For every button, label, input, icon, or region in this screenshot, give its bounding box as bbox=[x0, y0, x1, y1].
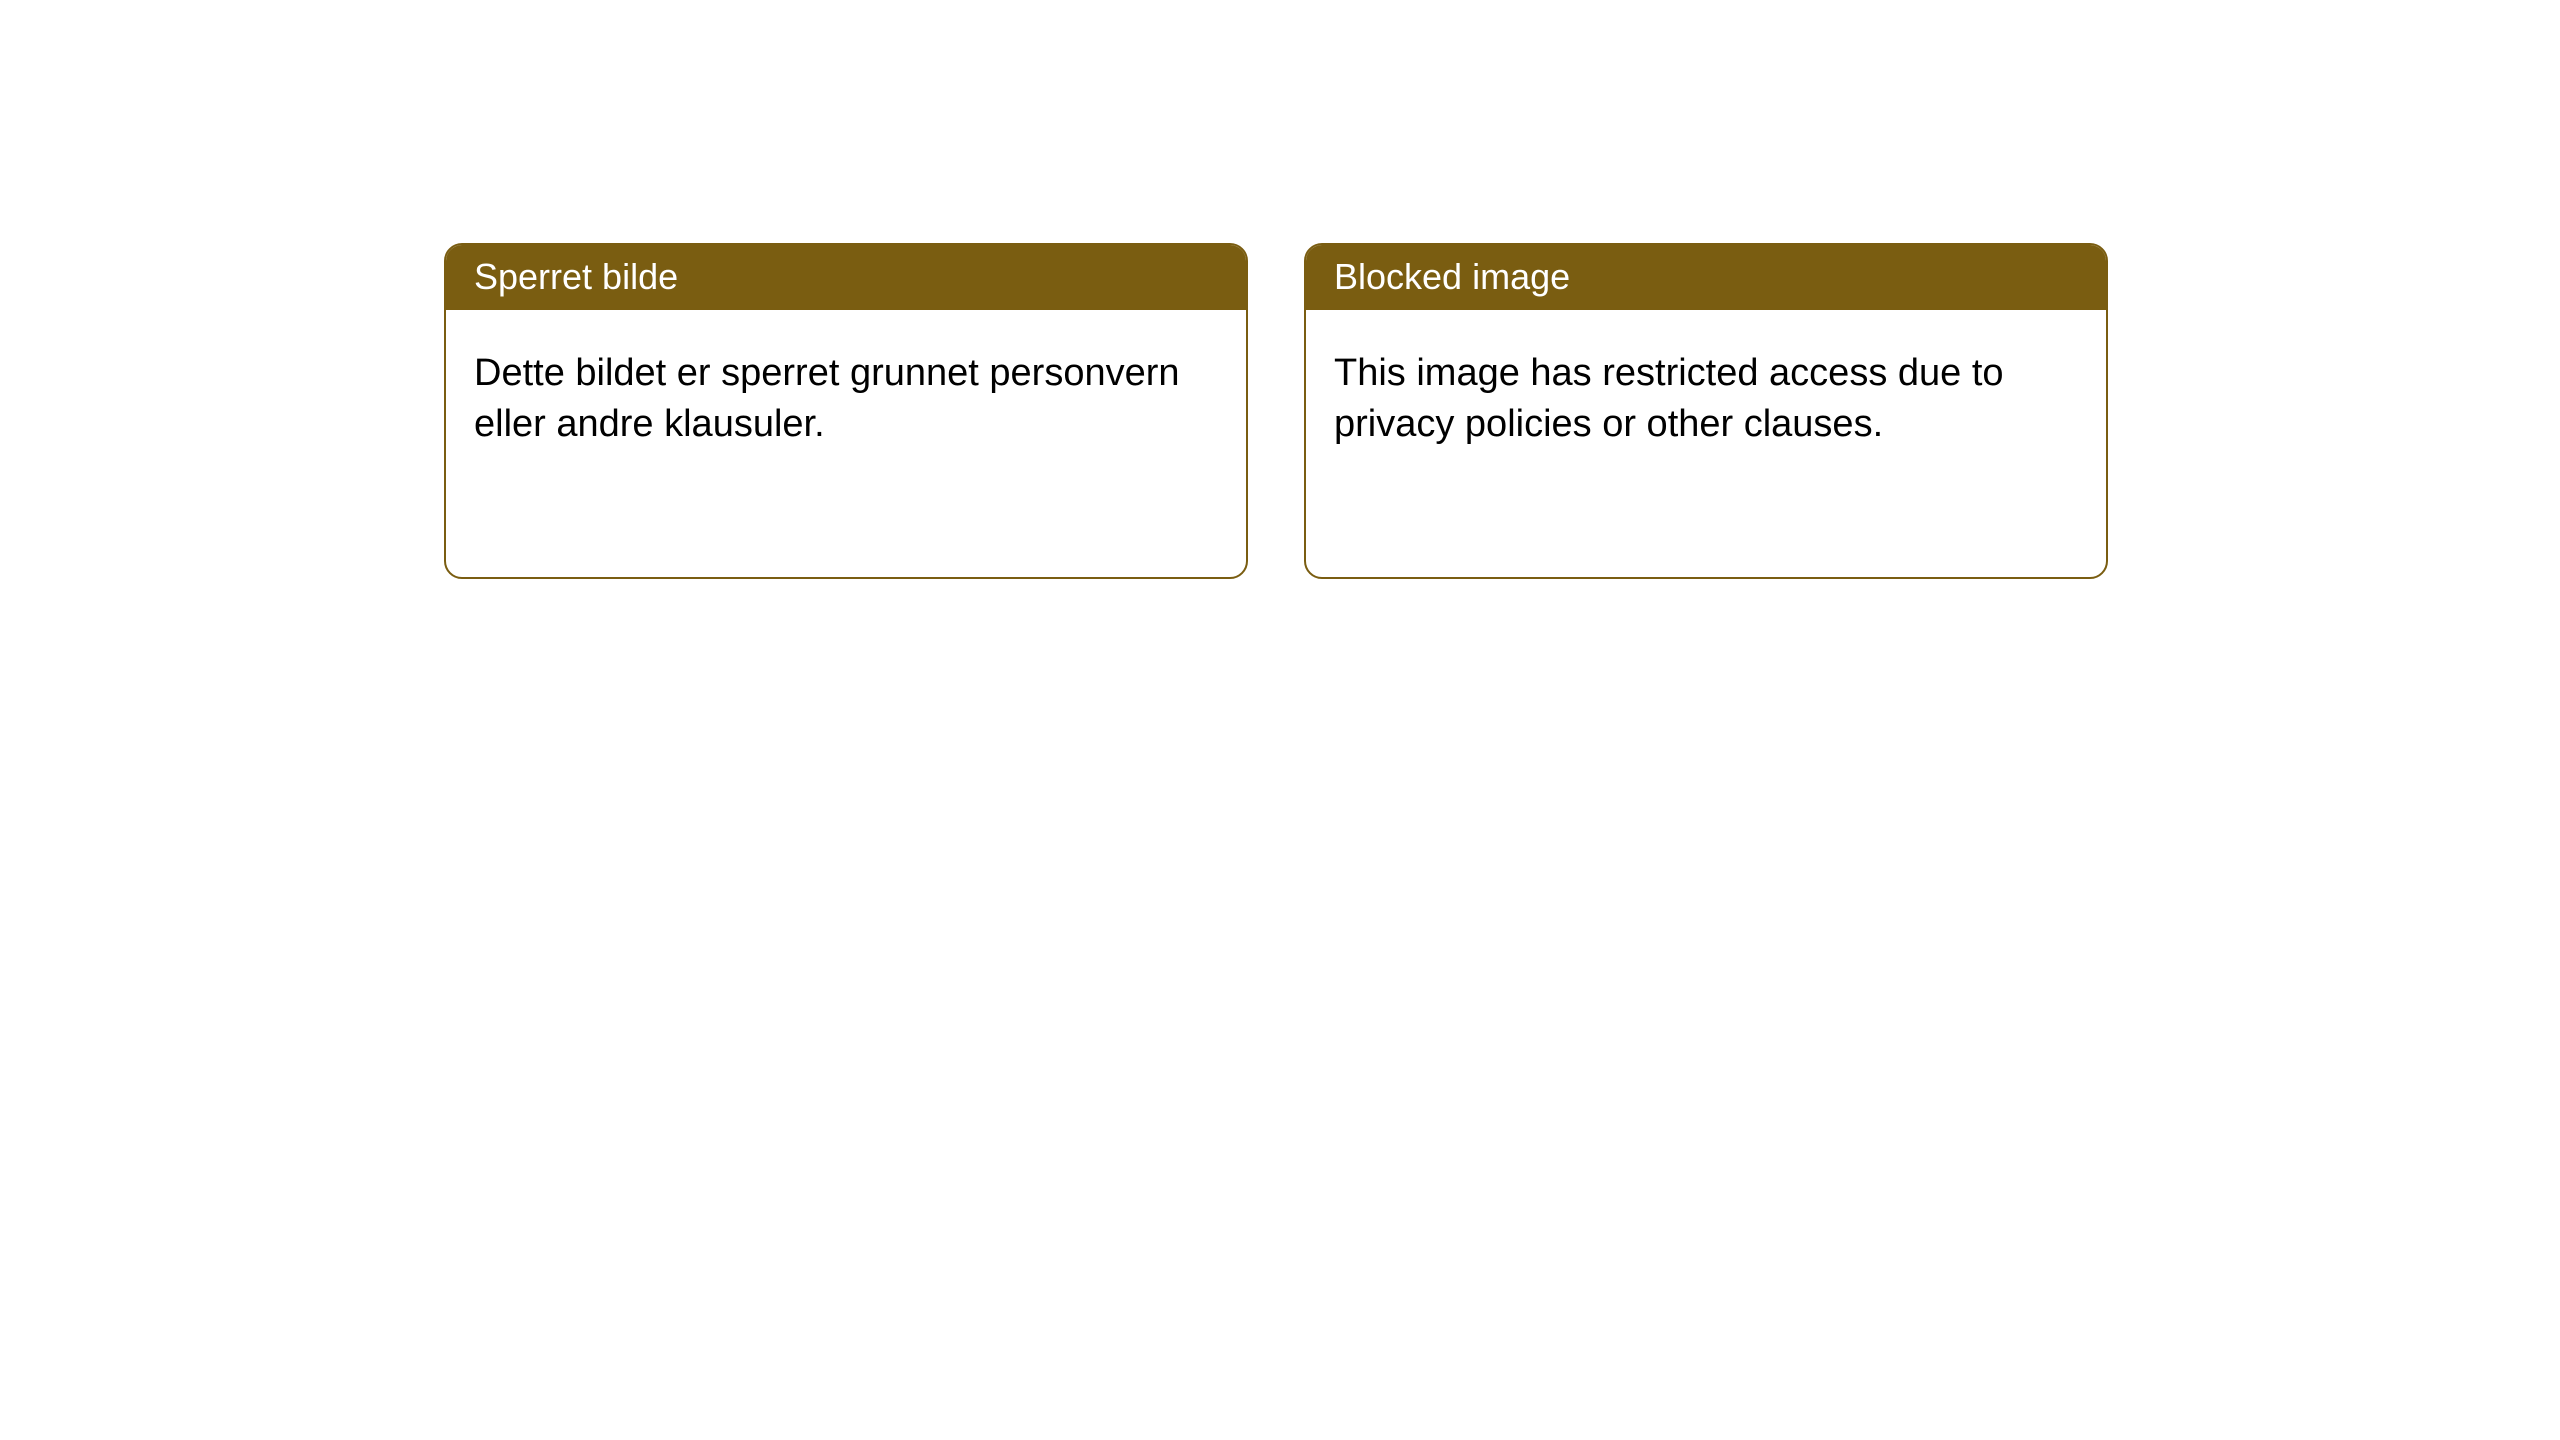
notice-header: Sperret bilde bbox=[446, 245, 1246, 310]
notice-card-norwegian: Sperret bilde Dette bildet er sperret gr… bbox=[444, 243, 1248, 579]
notice-header: Blocked image bbox=[1306, 245, 2106, 310]
notice-body: Dette bildet er sperret grunnet personve… bbox=[446, 310, 1246, 479]
notice-card-english: Blocked image This image has restricted … bbox=[1304, 243, 2108, 579]
notice-body: This image has restricted access due to … bbox=[1306, 310, 2106, 479]
notice-container: Sperret bilde Dette bildet er sperret gr… bbox=[0, 0, 2560, 579]
